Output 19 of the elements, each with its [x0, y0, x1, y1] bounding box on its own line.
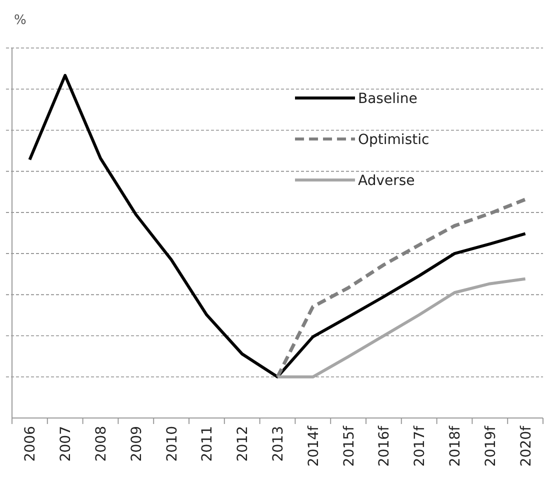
y-axis-title: %: [14, 13, 26, 28]
x-tick-label: 2006: [22, 426, 39, 462]
x-tick-label: 2013: [270, 426, 286, 462]
x-tick-label: 2007: [58, 426, 74, 462]
legend-label: Adverse: [358, 173, 415, 189]
x-tick-label: 2012: [235, 426, 252, 462]
x-tick-label: 2015f: [341, 424, 358, 467]
x-tick-label: 2010: [164, 426, 180, 462]
x-tick-label: 2011: [200, 426, 216, 462]
x-tick-label: 2018f: [448, 424, 464, 467]
legend-label: Optimistic: [358, 132, 430, 148]
x-tick-label: 2020f: [518, 424, 534, 467]
x-tick-label: 2014f: [306, 424, 322, 467]
x-tick-label: 2008: [94, 426, 110, 462]
legend-label: Baseline: [358, 91, 418, 107]
x-tick-label: 2017f: [412, 424, 428, 467]
x-tick-label: 2019f: [482, 424, 499, 467]
x-tick-label: 2016f: [376, 424, 393, 467]
x-tick-label: 2009: [128, 426, 145, 462]
